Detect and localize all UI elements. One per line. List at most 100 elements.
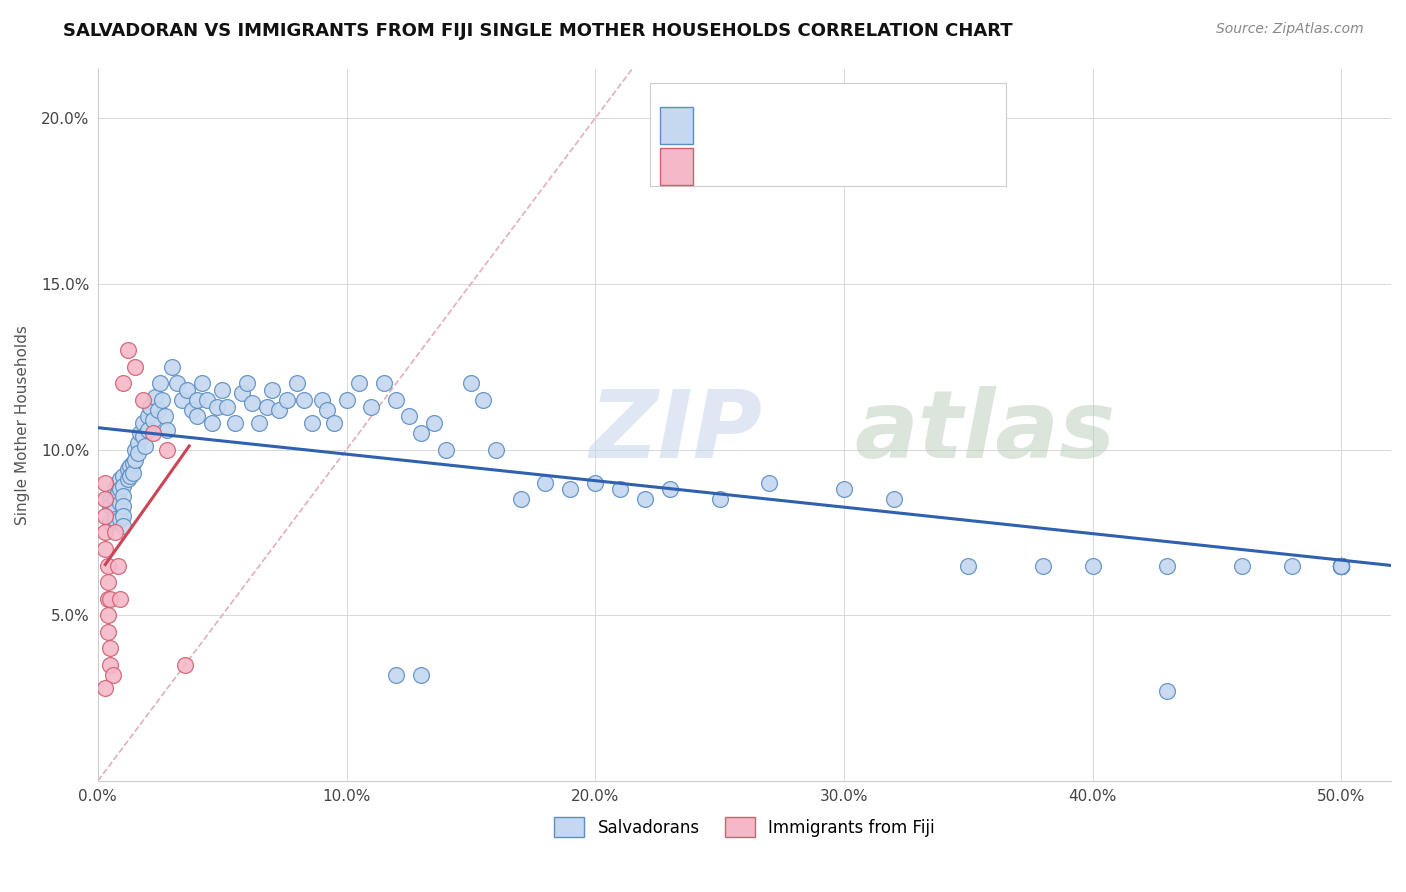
Point [104, 492, 127, 507]
Point [173, 658, 195, 673]
Point [134, 439, 156, 453]
Point [231, 386, 253, 401]
Point [1330, 558, 1353, 573]
Point [117, 343, 139, 358]
Point [1330, 558, 1353, 573]
Point [1156, 684, 1178, 698]
Point [107, 485, 129, 500]
Point [883, 492, 905, 507]
Point [94, 508, 117, 523]
Point [94, 475, 117, 490]
Point [1330, 558, 1353, 573]
Point [485, 442, 508, 457]
Point [94, 541, 117, 556]
Point [98, 492, 121, 507]
Point [1330, 558, 1353, 573]
Point [957, 558, 980, 573]
Point [217, 400, 239, 414]
Point [1330, 558, 1353, 573]
Point [143, 390, 166, 404]
Point [111, 508, 134, 523]
Point [97, 608, 120, 623]
Point [136, 423, 159, 437]
Point [236, 376, 259, 391]
Point [634, 492, 657, 507]
Point [249, 416, 271, 430]
Point [153, 409, 176, 424]
Point [117, 462, 139, 476]
Point [472, 392, 495, 407]
Point [211, 383, 233, 397]
Text: SALVADORAN VS IMMIGRANTS FROM FIJI SINGLE MOTHER HOUSEHOLDS CORRELATION CHART: SALVADORAN VS IMMIGRANTS FROM FIJI SINGL… [63, 22, 1012, 40]
Point [94, 492, 117, 507]
Point [111, 376, 134, 391]
Point [149, 376, 172, 391]
Point [1330, 558, 1353, 573]
Point [139, 400, 162, 414]
Point [120, 459, 142, 474]
Point [422, 416, 444, 430]
Point [111, 499, 134, 513]
Point [534, 475, 557, 490]
Point [758, 475, 780, 490]
Point [111, 489, 134, 503]
Point [131, 416, 153, 430]
Point [256, 400, 278, 414]
Point [315, 402, 337, 417]
Point [1032, 558, 1054, 573]
Point [1230, 558, 1253, 573]
Point [347, 376, 370, 391]
Point [129, 425, 152, 440]
Text: R = 0.437: R = 0.437 [703, 157, 810, 176]
Point [121, 456, 143, 470]
Point [141, 425, 163, 440]
Point [101, 668, 124, 682]
Point [181, 402, 204, 417]
Point [108, 591, 131, 606]
Point [94, 681, 117, 696]
Point [1330, 558, 1353, 573]
Point [385, 392, 408, 407]
Point [124, 452, 146, 467]
Point [292, 392, 315, 407]
Point [127, 446, 149, 460]
Point [1156, 558, 1178, 573]
Point [658, 483, 681, 497]
Text: N =  24: N = 24 [873, 157, 955, 176]
Point [832, 483, 855, 497]
Point [1330, 558, 1353, 573]
Point [98, 658, 121, 673]
Point [97, 591, 120, 606]
Point [98, 516, 121, 530]
Point [323, 416, 346, 430]
Point [117, 472, 139, 486]
Text: Source: ZipAtlas.com: Source: ZipAtlas.com [1216, 22, 1364, 37]
Point [176, 383, 198, 397]
Point [98, 591, 121, 606]
Point [560, 483, 582, 497]
Point [301, 416, 323, 430]
Point [111, 518, 134, 533]
Point [1330, 558, 1353, 573]
Point [156, 442, 179, 457]
Point [104, 525, 127, 540]
Point [411, 668, 433, 682]
Point [311, 392, 333, 407]
Point [124, 442, 146, 457]
Point [97, 575, 120, 590]
Point [94, 525, 117, 540]
Point [1281, 558, 1303, 573]
Point [1330, 558, 1353, 573]
Point [97, 558, 120, 573]
Point [1330, 558, 1353, 573]
Point [240, 396, 263, 410]
Point [1330, 558, 1353, 573]
Point [460, 376, 482, 391]
Point [609, 483, 631, 497]
Point [97, 624, 120, 639]
FancyBboxPatch shape [661, 147, 693, 185]
Point [131, 429, 153, 443]
Point [108, 472, 131, 486]
Point [269, 402, 291, 417]
Text: N = 126: N = 126 [873, 116, 960, 135]
